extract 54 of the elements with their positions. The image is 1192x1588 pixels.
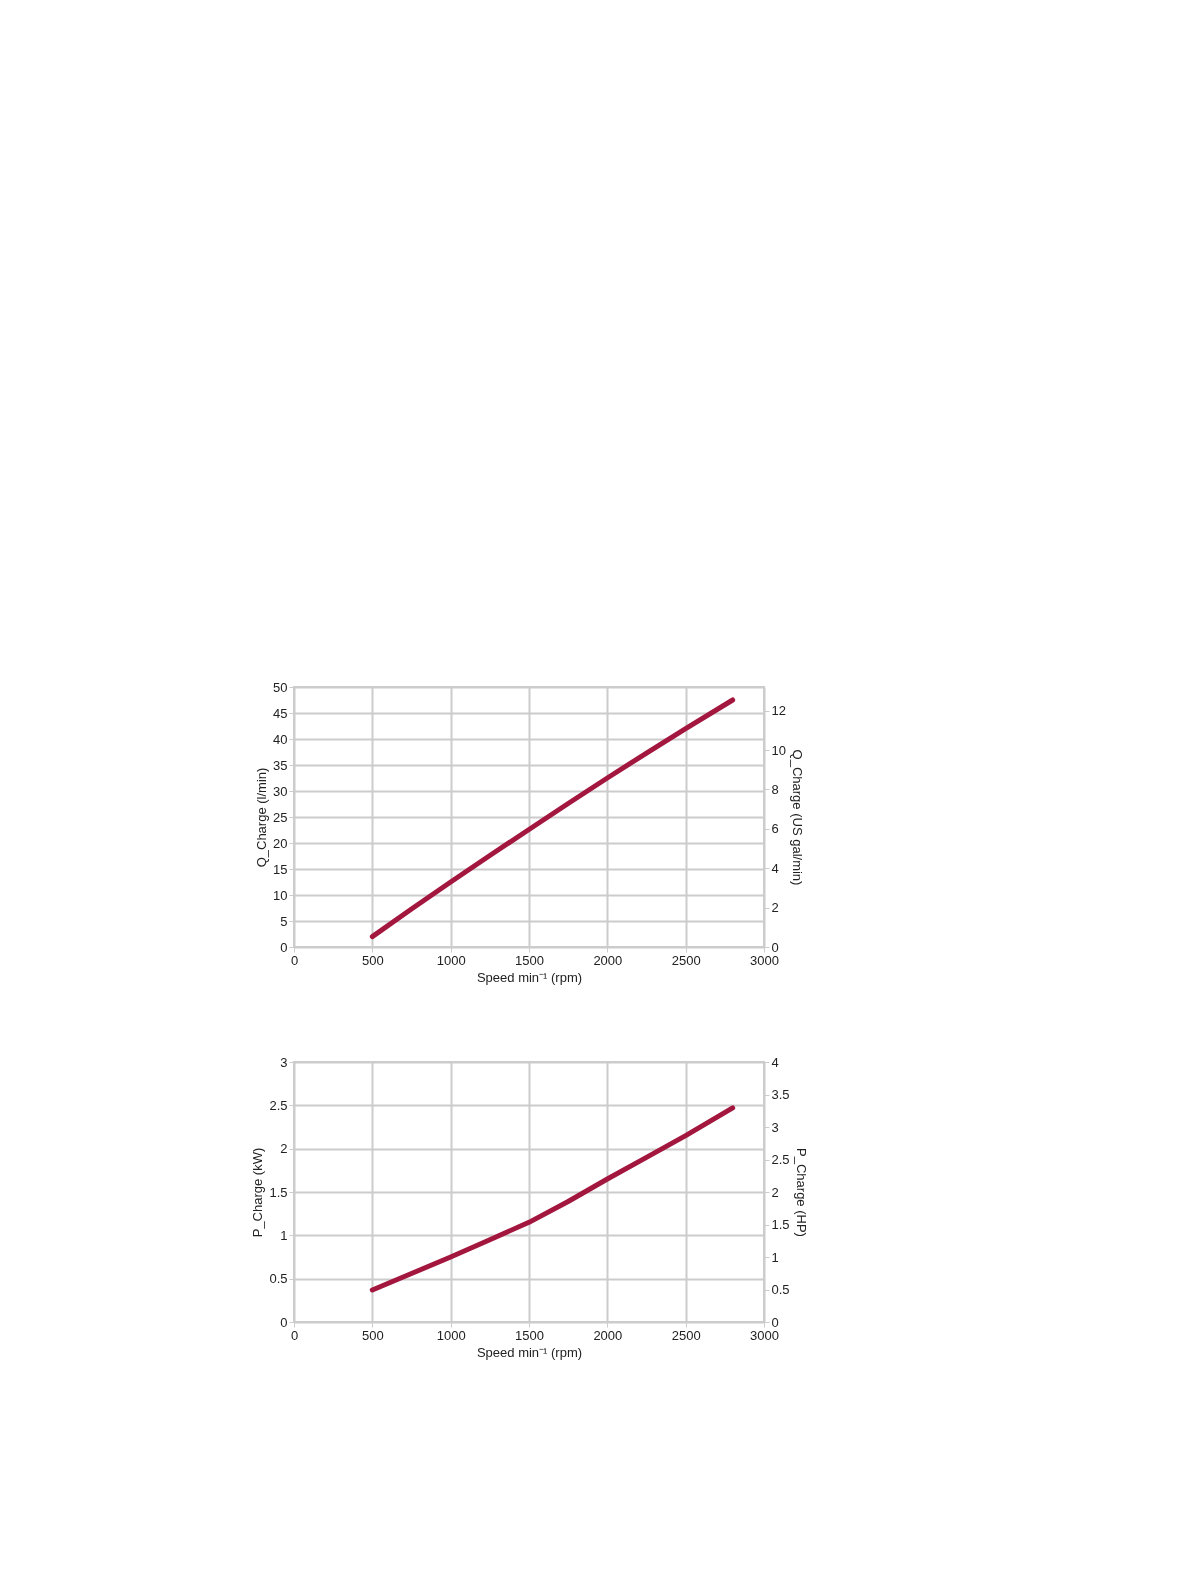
- x-tick-label: 3000: [750, 1327, 779, 1343]
- x-axis-title: Speed min⁻¹ (rpm): [476, 969, 583, 985]
- y-axis-title: P_Charge (kW): [250, 1147, 266, 1238]
- y2-tick-label: 10: [771, 742, 786, 758]
- x-tick-label: 1500: [515, 952, 544, 968]
- x-tick-label: 2500: [671, 1327, 701, 1343]
- x-tick-label: 1000: [436, 952, 466, 968]
- x-tick-label: 2000: [593, 952, 623, 968]
- y-tick-label: 10: [273, 887, 288, 903]
- x-tick-label: 0: [290, 952, 299, 968]
- y2-tick-label: 3.5: [771, 1087, 790, 1102]
- y2-tick-label: 6: [771, 821, 779, 837]
- y-tick-label: 50: [273, 679, 288, 695]
- y-tick-label: 20: [273, 835, 288, 851]
- y-tick-label: 0: [280, 939, 288, 955]
- y2-axis-title: P_Charge (HP): [793, 1148, 809, 1237]
- y-tick-label: 45: [273, 705, 288, 721]
- x-tick-label: 0: [290, 1327, 299, 1343]
- y-tick-label: 1: [280, 1227, 288, 1243]
- x-tick-label: 500: [361, 952, 384, 968]
- y2-axis-title: Q_Charge (US gal/min): [789, 749, 805, 886]
- y2-tick-label: 2: [771, 1184, 779, 1200]
- y2-tick-label: 2.5: [771, 1152, 790, 1167]
- y2-tick-label: 0: [771, 1314, 779, 1330]
- x-tick-label: 2500: [671, 952, 701, 968]
- y-tick-label: 15: [273, 861, 288, 877]
- x-tick-label: 500: [361, 1327, 384, 1343]
- y-tick-label: 30: [273, 783, 288, 799]
- y2-tick-label: 8: [771, 781, 779, 797]
- y2-tick-label: 0: [771, 939, 779, 955]
- y2-tick-label: 3: [771, 1119, 779, 1135]
- x-axis-title: Speed min⁻¹ (rpm): [476, 1344, 583, 1360]
- y-tick-label: 0: [280, 1314, 288, 1330]
- y2-tick-label: 4: [771, 1054, 779, 1070]
- y-tick-label: 1.5: [269, 1184, 288, 1200]
- y2-tick-label: 1.5: [771, 1217, 790, 1232]
- y-axis-title: Q_Charge (l/min): [254, 767, 270, 868]
- y2-tick-label: 12: [771, 703, 786, 719]
- y-tick-label: 2.5: [269, 1097, 288, 1113]
- y-tick-label: 0.5: [269, 1271, 288, 1287]
- x-tick-label: 1500: [515, 1327, 544, 1343]
- y2-tick-label: 1: [771, 1249, 779, 1265]
- y-tick-label: 3: [280, 1054, 288, 1070]
- y-tick-label: 2: [280, 1141, 288, 1157]
- y2-tick-label: 2: [771, 900, 779, 916]
- x-tick-label: 2000: [593, 1327, 623, 1343]
- y-tick-label: 5: [280, 913, 288, 929]
- y-tick-label: 40: [273, 731, 288, 747]
- y2-tick-label: 0.5: [771, 1282, 790, 1297]
- y-tick-label: 25: [273, 809, 288, 825]
- y2-tick-label: 4: [771, 860, 779, 876]
- y-tick-label: 35: [273, 757, 288, 773]
- x-tick-label: 3000: [750, 952, 779, 968]
- x-tick-label: 1000: [436, 1327, 466, 1343]
